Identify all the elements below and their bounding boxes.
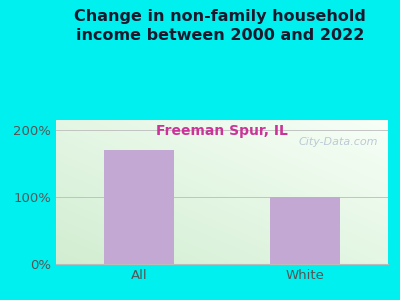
Text: Change in non-family household
income between 2000 and 2022: Change in non-family household income be…	[74, 9, 366, 43]
Bar	[270, 197, 340, 264]
Text: City-Data.com: City-Data.com	[298, 137, 378, 147]
Text: Freeman Spur, IL: Freeman Spur, IL	[156, 124, 288, 138]
Bar	[104, 150, 174, 264]
